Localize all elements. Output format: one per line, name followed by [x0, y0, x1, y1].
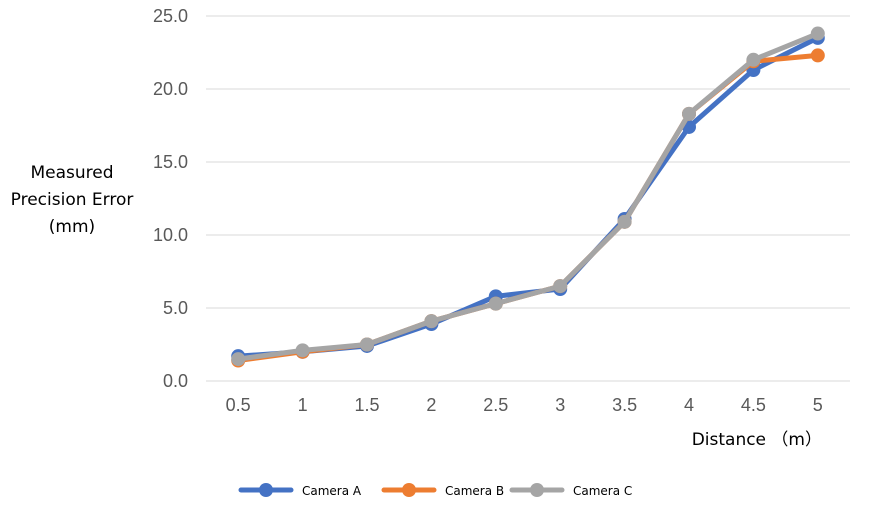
y-tick-label: 15.0 [153, 152, 188, 172]
series-line [235, 52, 821, 364]
legend-item: Camera C [509, 483, 632, 498]
legend-item: Camera A [238, 483, 362, 498]
data-point [682, 106, 696, 121]
data-point [553, 279, 568, 294]
legend-swatch-marker [402, 483, 416, 497]
y-tick-label: 10.0 [153, 225, 188, 245]
y-tick-label: 5.0 [163, 298, 188, 318]
data-point [746, 52, 761, 67]
x-tick-label: 2.5 [483, 395, 508, 415]
y-tick-label: 20.0 [153, 79, 188, 99]
legend-swatch-marker [259, 483, 273, 497]
data-point [424, 314, 439, 329]
x-tick-label: 1.5 [354, 395, 379, 415]
series-lines [231, 26, 825, 368]
x-tick-label: 3.5 [612, 395, 637, 415]
y-axis-title-line-1: Measured [30, 163, 113, 183]
legend: Camera A Camera B Camera C [238, 483, 632, 498]
y-tick-label: 25.0 [153, 6, 188, 26]
series-camera-b [231, 48, 825, 368]
x-tick-label: 1 [298, 395, 308, 415]
y-tick-label: 0.0 [163, 371, 188, 391]
x-tick-label: 4 [684, 395, 694, 415]
legend-swatch-marker [530, 483, 544, 497]
data-point [360, 337, 374, 352]
y-axis-title-line-2: Precision Error [11, 190, 134, 210]
series-line [235, 31, 821, 362]
legend-label: Camera C [573, 484, 632, 498]
data-point [810, 26, 825, 41]
x-tick-label: 4.5 [741, 395, 766, 415]
x-axis-title: Distance （m） [692, 430, 822, 450]
x-axis-tick-labels: 0.5 1 1.5 2 2.5 3 3.5 4 4.5 5 [226, 395, 823, 415]
series-camera-a [231, 30, 825, 364]
y-axis-title-line-3: (mm) [49, 217, 95, 237]
x-tick-label: 3 [555, 395, 565, 415]
data-point [617, 214, 632, 229]
data-point [231, 352, 246, 367]
legend-label: Camera A [302, 484, 362, 498]
y-axis-tick-labels: 0.0 5.0 10.0 15.0 20.0 25.0 [153, 6, 188, 391]
data-point [295, 343, 310, 358]
legend-item: Camera B [381, 483, 504, 498]
data-point [488, 296, 503, 311]
data-point [810, 48, 825, 63]
x-tick-label: 5 [813, 395, 823, 415]
legend-label: Camera B [445, 484, 504, 498]
x-tick-label: 2 [426, 395, 436, 415]
series-camera-c [231, 26, 825, 367]
x-tick-label: 0.5 [226, 395, 251, 415]
gridlines [206, 15, 850, 382]
